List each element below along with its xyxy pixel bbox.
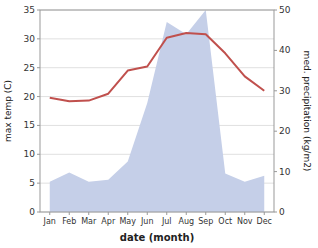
tick-label: 15 <box>24 120 35 130</box>
line <box>50 33 265 101</box>
tick <box>147 212 148 215</box>
area <box>50 10 265 212</box>
tick-label: Mar <box>81 217 97 226</box>
chart-container: 0 5 10 15 20 25 30 35 0 10 20 30 40 50 Jan Feb Mar AprMay… <box>0 0 318 248</box>
tick-label: Feb <box>62 217 76 226</box>
tick <box>88 212 89 215</box>
tick-label: Dec <box>257 217 272 226</box>
tick-label: 25 <box>24 63 35 73</box>
tick <box>186 212 187 215</box>
tick-label: Nov <box>237 217 253 226</box>
tick <box>274 10 277 11</box>
tick <box>37 212 40 213</box>
tick-label: 35 <box>24 5 35 15</box>
tick <box>225 212 226 215</box>
tick-label: Sep <box>198 217 213 226</box>
tick-label: 10 <box>24 149 36 159</box>
tick <box>166 212 167 215</box>
tick <box>108 212 109 215</box>
tick-label: Jul <box>161 217 172 226</box>
tick <box>37 154 40 155</box>
tick <box>274 171 277 172</box>
tick <box>49 212 50 215</box>
tick-label: 20 <box>24 92 36 102</box>
tick <box>274 90 277 91</box>
tick-label: 0 <box>29 207 35 217</box>
tick-label: 30 <box>279 86 291 96</box>
tick-label: 5 <box>29 178 35 188</box>
tick-label: May <box>119 217 136 226</box>
tick <box>205 212 206 215</box>
tick <box>37 38 40 39</box>
tick <box>37 183 40 184</box>
tick <box>69 212 70 215</box>
tick <box>274 50 277 51</box>
tick-label: 40 <box>279 45 291 55</box>
y2-axis-label: med. precipitation (kg/m2) <box>302 51 312 172</box>
tick <box>127 212 128 215</box>
tick <box>264 212 265 215</box>
tick <box>37 125 40 126</box>
plot-area <box>50 10 265 212</box>
tick-label: 20 <box>279 126 291 136</box>
tick-label: Aug <box>178 217 194 226</box>
tick-label: 30 <box>24 34 36 44</box>
tick <box>244 212 245 215</box>
tick-label: 50 <box>279 5 291 15</box>
x-axis-label: date (month) <box>120 232 194 243</box>
tick <box>37 10 40 11</box>
plot-frame <box>40 10 274 212</box>
tick <box>274 212 277 213</box>
tick <box>37 96 40 97</box>
tick-label: Oct <box>218 217 232 226</box>
tick-label: 0 <box>279 207 285 217</box>
tick-label: Jan <box>43 217 56 226</box>
tick-label: 10 <box>279 167 291 177</box>
grid-line <box>40 38 274 39</box>
tick-label: Jun <box>140 217 154 226</box>
tick <box>37 67 40 68</box>
chart: 0 5 10 15 20 25 30 35 0 10 20 30 40 50 Jan Feb Mar AprMay… <box>0 0 318 248</box>
y-axis-label: max temp (C) <box>3 80 13 142</box>
tick <box>274 131 277 132</box>
tick-label: Apr <box>101 217 116 226</box>
